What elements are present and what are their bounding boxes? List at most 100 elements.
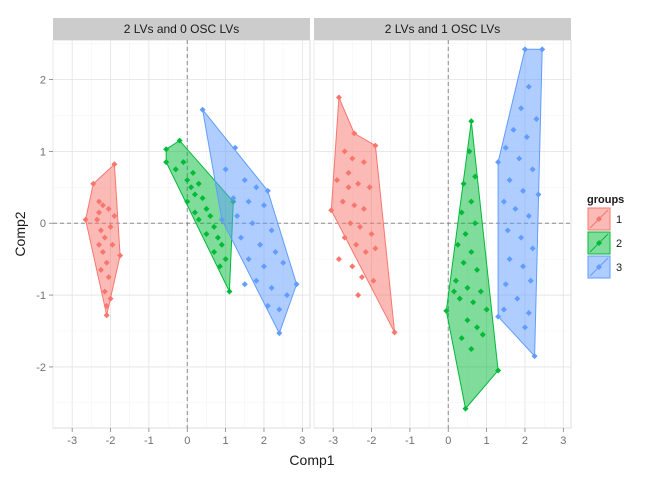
point-group-2 <box>477 288 484 295</box>
point-group-3 <box>502 144 509 151</box>
point-group-3 <box>245 198 252 205</box>
point-group-2 <box>452 277 459 284</box>
point-group-3 <box>280 259 287 266</box>
point-group-2 <box>211 223 218 230</box>
x-tick-label: 2 <box>261 435 267 447</box>
point-group-1 <box>347 220 354 227</box>
point-group-3 <box>253 277 260 284</box>
point-group-3 <box>268 284 275 291</box>
x-tick-label: -3 <box>67 435 77 447</box>
point-group-3 <box>502 281 509 288</box>
point-group-1 <box>362 248 369 255</box>
point-group-3 <box>264 302 271 309</box>
point-group-3 <box>525 310 532 317</box>
point-group-1 <box>345 169 352 176</box>
y-tick-label: 1 <box>40 146 46 158</box>
point-group-1 <box>117 252 124 259</box>
hull-group-3 <box>202 109 298 335</box>
point-group-1 <box>109 241 116 248</box>
point-group-3 <box>529 245 536 252</box>
y-tick-label: -2 <box>36 362 46 374</box>
point-group-3 <box>525 213 532 220</box>
hull-group-1 <box>85 163 121 316</box>
point-group-1 <box>107 295 114 302</box>
point-group-2 <box>195 180 202 187</box>
point-group-3 <box>495 159 502 166</box>
legend-label: 2 <box>616 238 622 250</box>
point-group-3 <box>495 313 502 320</box>
x-tick-label: 1 <box>484 435 490 447</box>
point-group-3 <box>260 202 267 209</box>
point-group-3 <box>520 187 527 194</box>
point-group-3 <box>245 256 252 263</box>
point-group-1 <box>358 274 365 281</box>
point-group-2 <box>468 345 475 352</box>
point-group-3 <box>512 205 519 212</box>
legend-title: groups <box>587 194 624 206</box>
point-group-1 <box>111 213 118 220</box>
point-group-2 <box>176 137 183 144</box>
point-group-2 <box>203 231 210 237</box>
point-group-2 <box>222 256 229 263</box>
y-tick-label: 0 <box>40 218 46 230</box>
point-group-3 <box>533 116 540 123</box>
point-group-3 <box>260 263 267 270</box>
point-group-2 <box>191 209 198 216</box>
panel-2: 2 LVs and 1 OSC LVs -3 -2 -1 0 1 2 3 <box>313 18 572 447</box>
point-group-3 <box>230 195 237 202</box>
point-group-3 <box>272 248 279 255</box>
point-group-3 <box>520 263 527 270</box>
point-group-2 <box>464 284 471 291</box>
point-group-1 <box>105 205 112 212</box>
point-group-3 <box>241 281 248 288</box>
point-group-2 <box>468 248 475 255</box>
x-tick-label: 0 <box>184 435 190 447</box>
point-group-1 <box>105 274 112 281</box>
point-group-3 <box>518 105 525 112</box>
point-group-2 <box>180 159 187 166</box>
point-group-2 <box>163 159 170 166</box>
point-group-3 <box>510 126 517 133</box>
point-group-2 <box>495 367 502 374</box>
y-tick-label: 2 <box>40 75 46 87</box>
point-group-2 <box>468 118 475 125</box>
point-group-1 <box>103 259 110 266</box>
point-group-1 <box>353 241 360 248</box>
point-group-1 <box>103 302 110 309</box>
point-group-1 <box>349 155 356 162</box>
point-group-1 <box>90 180 97 187</box>
point-group-1 <box>345 184 352 191</box>
point-group-1 <box>349 263 356 270</box>
point-group-3 <box>218 216 225 223</box>
point-group-1 <box>328 207 335 214</box>
x-tick-label: 2 <box>522 435 528 447</box>
point-group-2 <box>464 317 471 324</box>
point-group-1 <box>101 234 108 241</box>
point-group-3 <box>268 227 275 234</box>
point-group-3 <box>293 281 300 288</box>
point-group-3 <box>237 234 244 241</box>
point-group-2 <box>460 180 467 187</box>
point-group-2 <box>474 266 481 273</box>
point-group-2 <box>466 148 473 155</box>
point-group-2 <box>226 288 233 295</box>
point-group-2 <box>214 234 221 241</box>
point-group-1 <box>82 216 89 223</box>
legend-key-point <box>596 240 602 246</box>
point-group-1 <box>99 248 106 255</box>
panel-strip <box>53 18 310 40</box>
point-group-2 <box>474 324 481 331</box>
point-group-3 <box>535 191 542 198</box>
point-group-1 <box>355 180 362 187</box>
point-group-3 <box>531 353 538 360</box>
point-group-1 <box>94 216 101 223</box>
x-tick-label: 3 <box>560 435 566 447</box>
point-group-3 <box>527 277 534 284</box>
point-group-2 <box>184 198 191 205</box>
legend: groups 1 2 3 <box>587 194 624 279</box>
point-group-1 <box>351 202 358 209</box>
point-group-1 <box>391 329 398 336</box>
point-group-2 <box>163 146 170 153</box>
